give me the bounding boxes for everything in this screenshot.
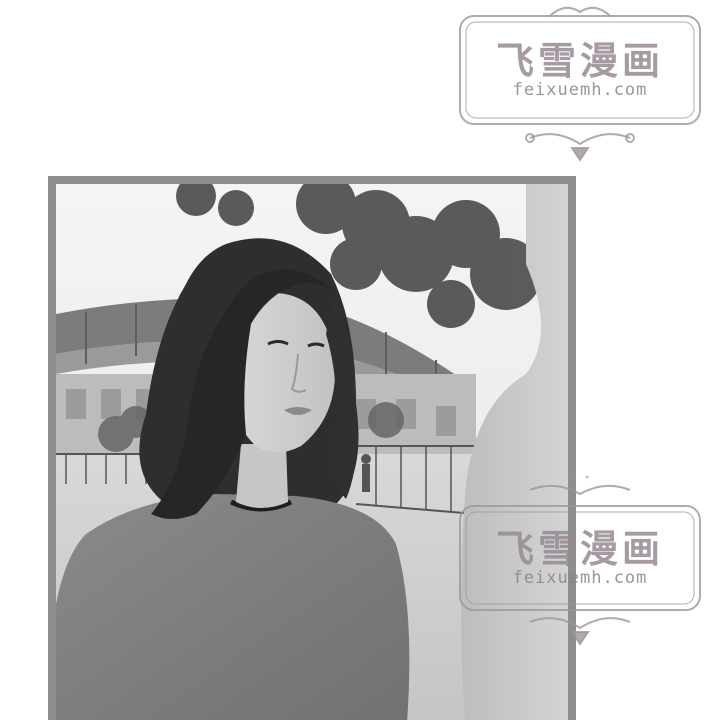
ornamental-frame-icon bbox=[459, 476, 701, 646]
watermark-title: 飞雪漫画 bbox=[495, 527, 664, 571]
watermark-title: 飞雪漫画 bbox=[495, 39, 664, 83]
photo-illustration bbox=[56, 184, 568, 720]
comic-panel-photo bbox=[56, 184, 568, 720]
site-watermark: 飞雪漫画 feixuemh.com bbox=[450, 476, 710, 646]
watermark-url: feixuemh.com bbox=[512, 568, 648, 588]
site-watermark: 飞雪漫画 feixuemh.com bbox=[450, 0, 710, 168]
ornamental-frame-icon bbox=[459, 6, 701, 162]
watermark-url: feixuemh.com bbox=[512, 80, 648, 100]
photo-frame bbox=[48, 176, 576, 720]
